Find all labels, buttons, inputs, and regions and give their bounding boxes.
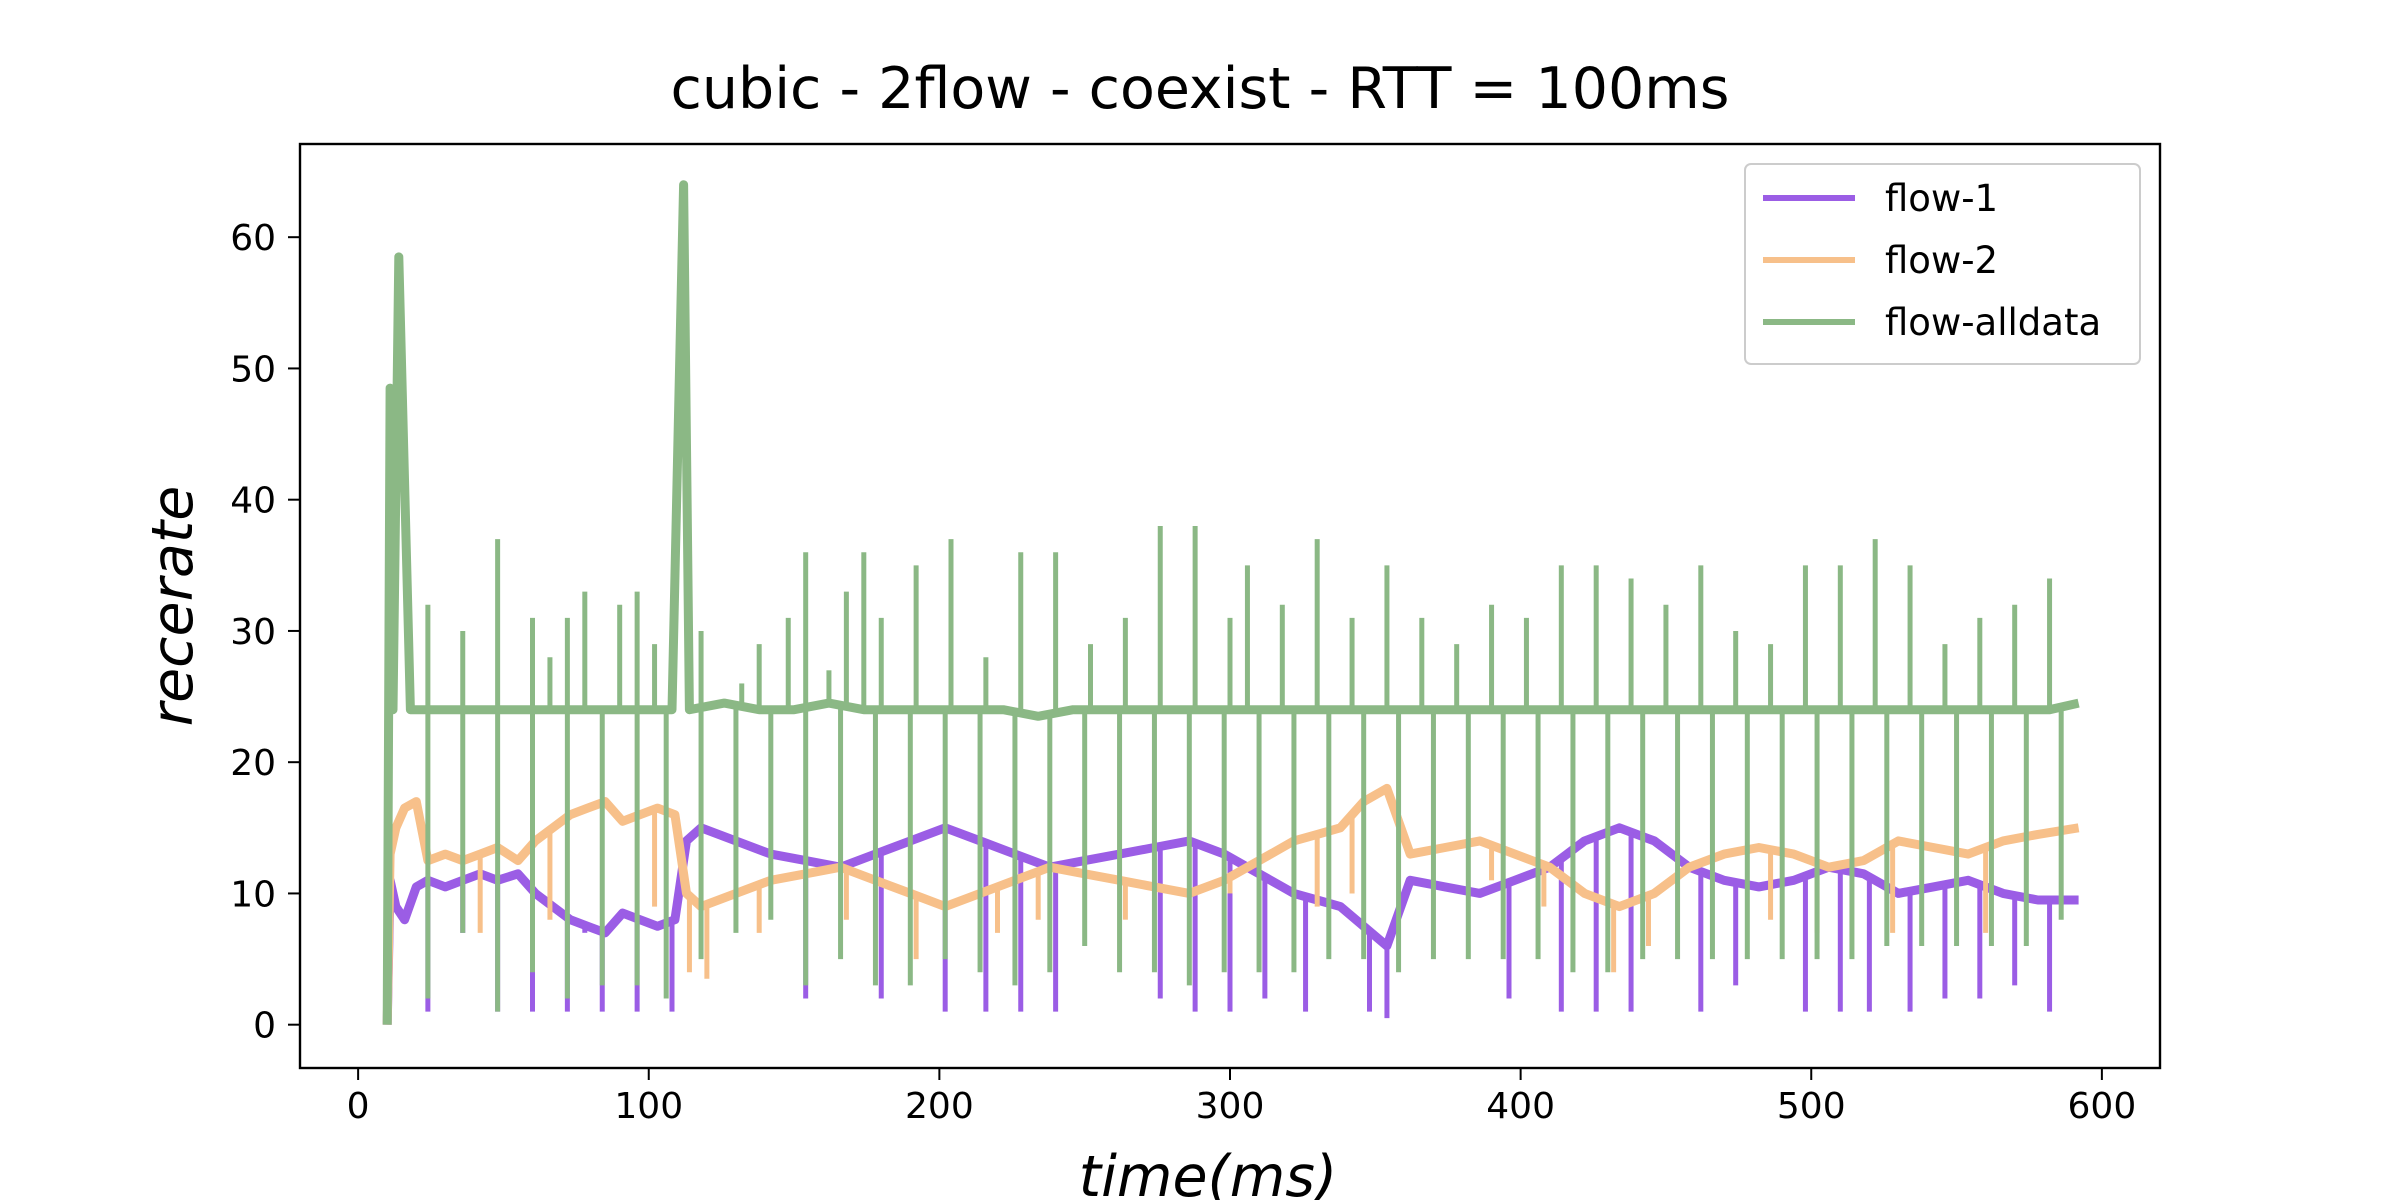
- x-tick-label: 0: [347, 1086, 370, 1127]
- series-flow-alldata: [382, 180, 2080, 1025]
- series-line-flow-1: [382, 823, 2079, 1025]
- x-axis-label: time(ms): [1079, 1144, 1337, 1200]
- series-line-flow-2: [382, 783, 2080, 1025]
- x-tick-label: 600: [2068, 1086, 2137, 1127]
- y-tick-label: 20: [230, 743, 276, 784]
- y-axis-label: recerate: [140, 486, 206, 727]
- y-tick-label: 40: [230, 481, 276, 522]
- y-tick-label: 30: [230, 612, 276, 653]
- x-tick-label: 400: [1486, 1086, 1555, 1127]
- chart-title: cubic - 2flow - coexist - RTT = 100ms: [671, 56, 1730, 122]
- legend-label-flow-alldata: flow-alldata: [1885, 301, 2101, 344]
- legend-label-flow-1: flow-1: [1885, 177, 1998, 220]
- axes: 0 100 200 300 400 500 600 0 10 20 30 40 50 60: [230, 218, 2136, 1127]
- y-tick-label: 0: [253, 1006, 276, 1047]
- x-tick-label: 500: [1777, 1086, 1846, 1127]
- legend-box: [1744, 163, 2141, 365]
- x-tick-label: 200: [905, 1086, 974, 1127]
- x-tick-label: 300: [1196, 1086, 1265, 1127]
- x-tick-label: 100: [614, 1086, 683, 1127]
- legend-label-flow-2: flow-2: [1885, 239, 1998, 282]
- plot-area: [382, 180, 2080, 1025]
- y-tick-label: 10: [230, 874, 276, 915]
- y-tick-label: 50: [230, 349, 276, 390]
- legend: flow-1 flow-2 flow-alldata: [1744, 163, 2141, 365]
- y-tick-label: 60: [230, 218, 276, 259]
